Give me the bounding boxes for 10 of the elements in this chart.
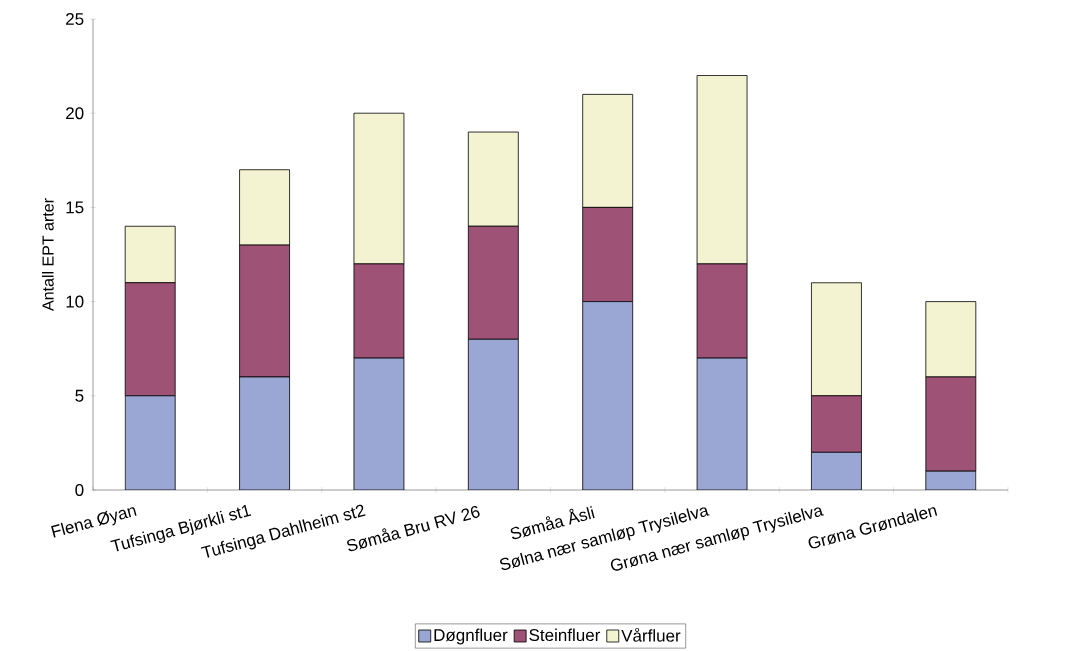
y-tick-label: 5 — [75, 389, 84, 402]
legend-label: Steinfluer — [529, 628, 601, 642]
y-tick-label: 25 — [66, 12, 84, 26]
y-tick-label: 15 — [66, 201, 84, 214]
y-axis-title: Antall EPT arter — [41, 198, 54, 311]
y-tick-label: 20 — [66, 107, 84, 120]
legend-label: Døgnfluer — [434, 628, 508, 645]
legend-label: Vårfluer — [621, 627, 681, 642]
y-tick-label: 0 — [75, 483, 84, 497]
y-tick-label: 10 — [66, 295, 84, 308]
